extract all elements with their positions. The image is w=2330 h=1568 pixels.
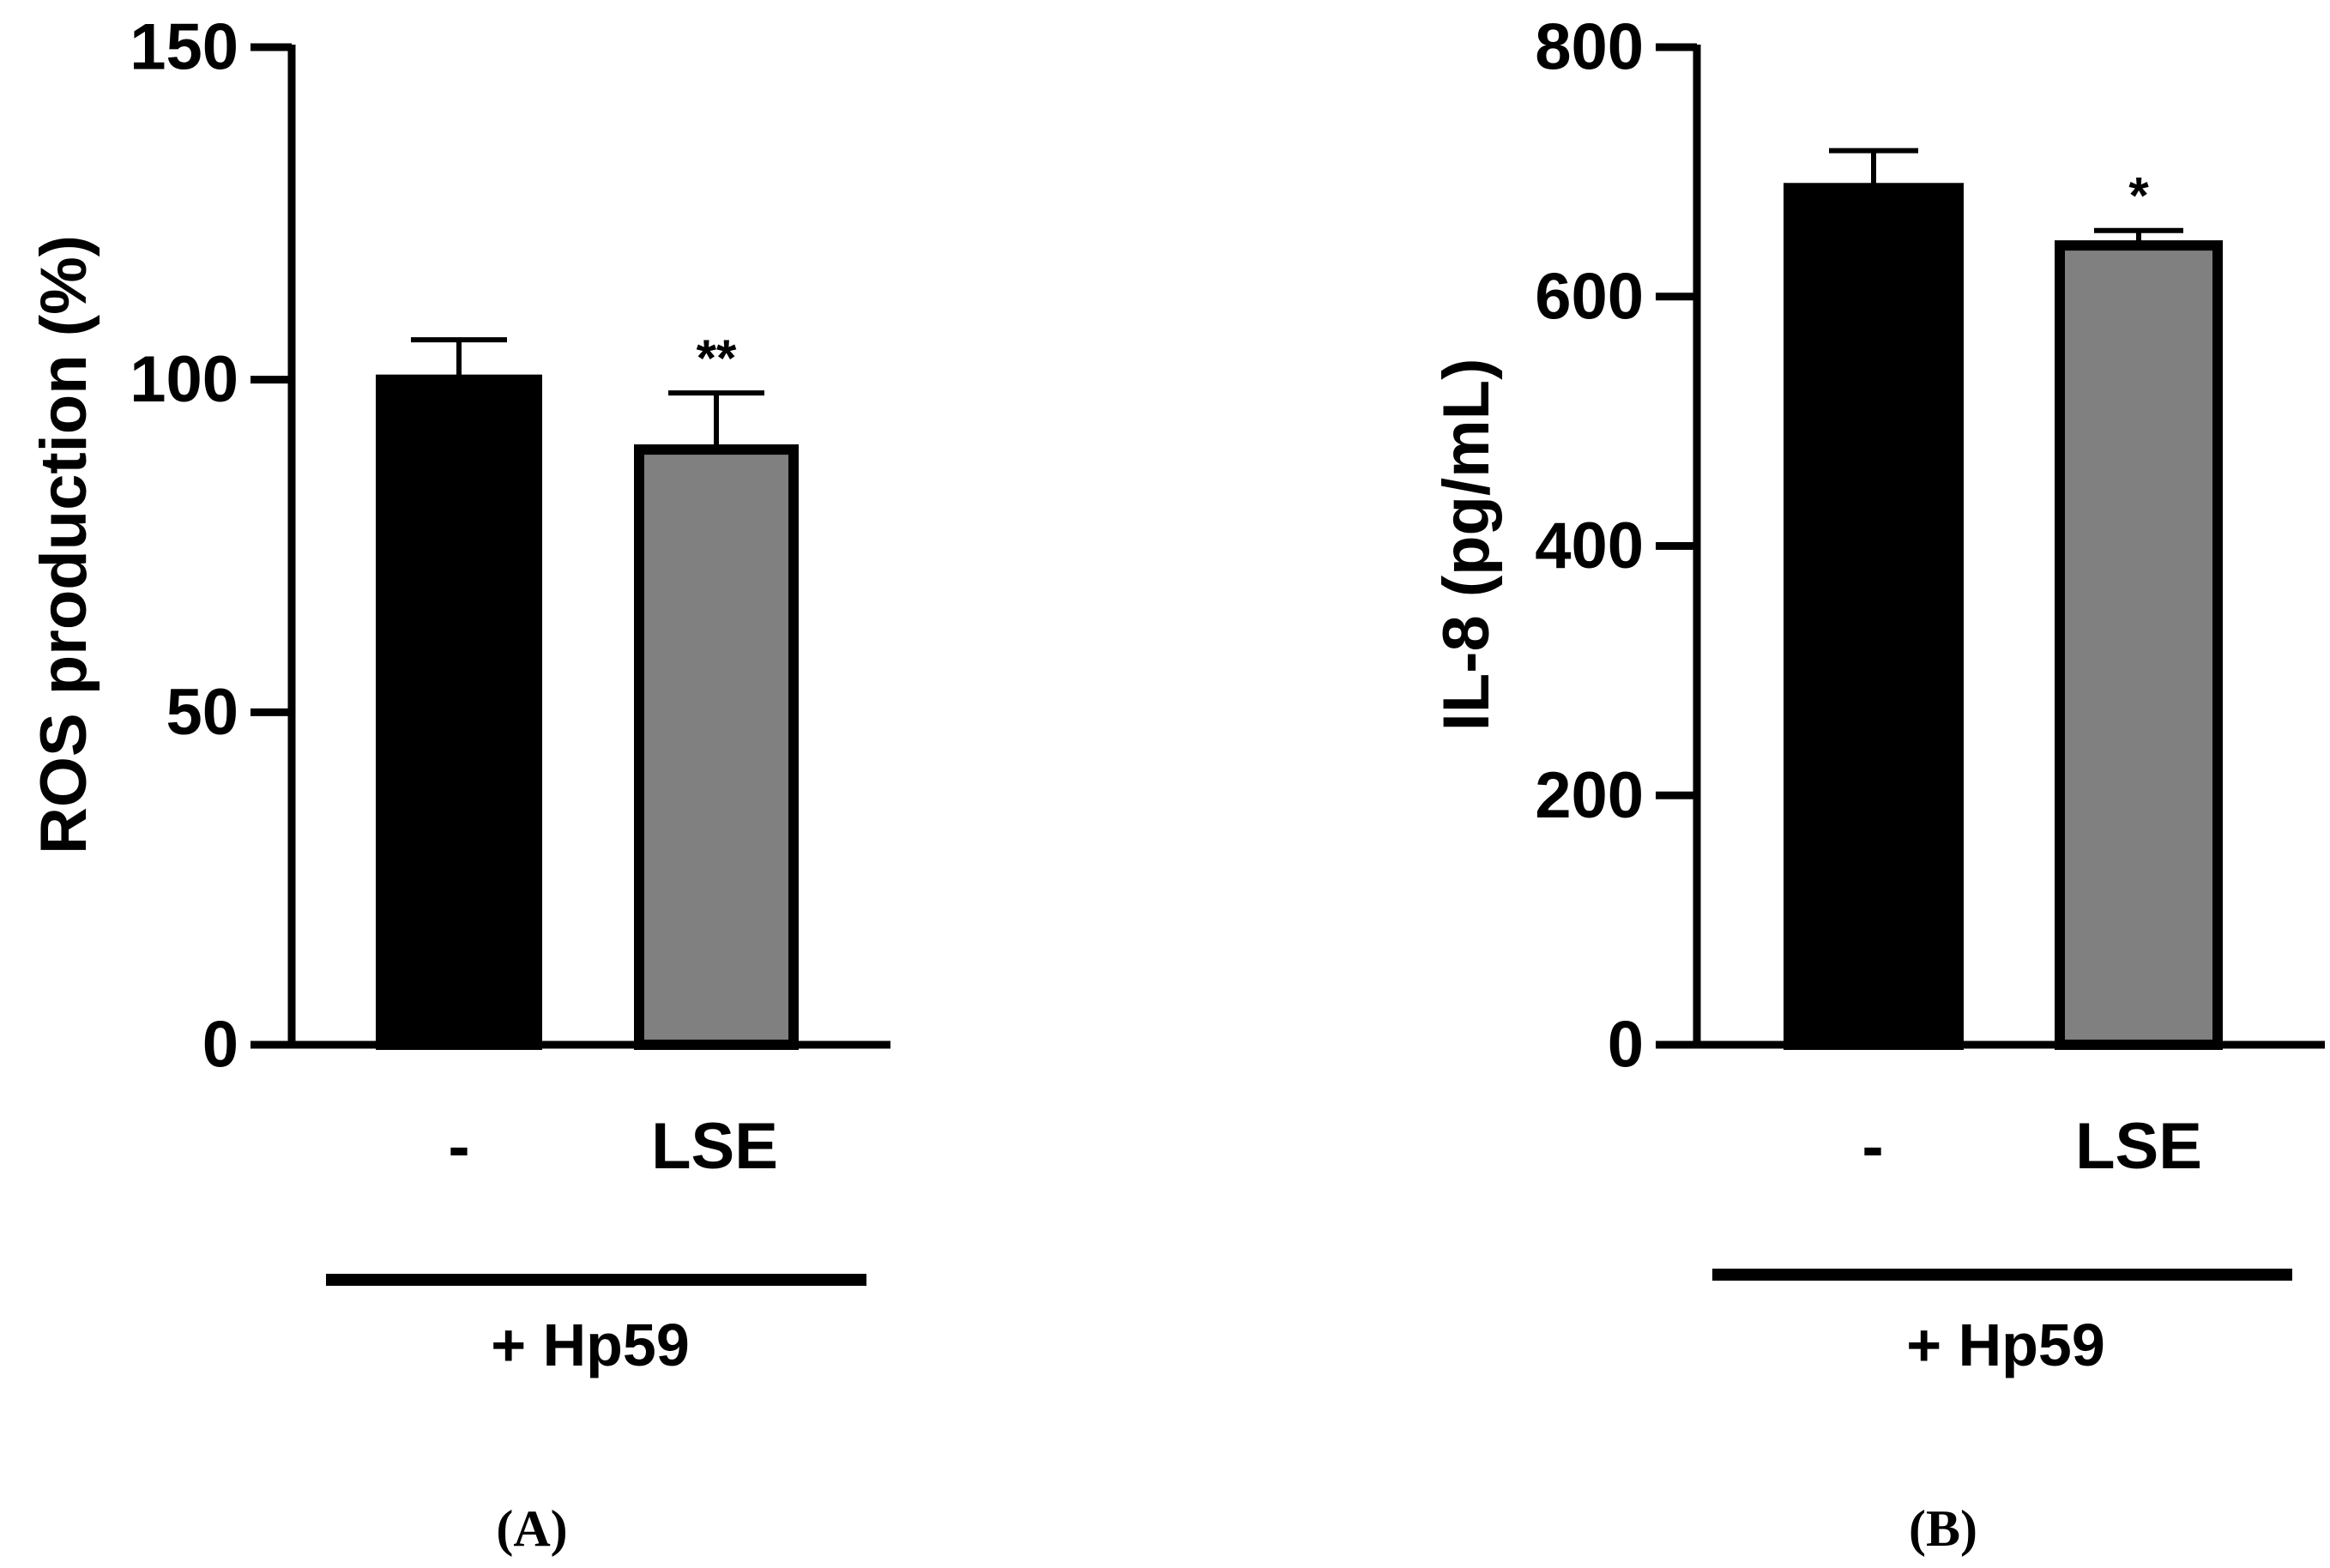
panel-a-error-bar-lse <box>668 390 764 450</box>
panel-b-group-label: + Hp59 <box>1906 1312 2105 1378</box>
panel-b-bar-lse <box>2055 240 2223 1050</box>
panel-b-error-bar-control <box>1829 148 1918 189</box>
panel-b-ytick-label: 400 <box>1535 510 1644 582</box>
panel-b-ytick-label: 0 <box>1608 1009 1644 1082</box>
panel-b-bar-control <box>1784 183 1964 1050</box>
panel-b-category-control: - <box>1862 1110 1883 1183</box>
panel-b-error-bar-lse <box>2094 227 2183 246</box>
panel-b-significance-lse: * <box>2128 167 2149 225</box>
panel-a-error-bar-control <box>411 337 507 380</box>
panel-a-bar-control <box>376 374 542 1050</box>
panel-a-ytick-label: 100 <box>130 343 238 416</box>
panel-a-y-axis-title: ROS production (%) <box>27 235 100 854</box>
panel-b-ytick-label: 600 <box>1535 260 1644 333</box>
panel-a-category-control: - <box>448 1110 469 1183</box>
panel-a-category-lse: LSE <box>651 1110 778 1183</box>
panel-b-label: (B) <box>1909 1500 1977 1557</box>
panel-a: 0 50 100 150 ROS production (%) ** - LSE… <box>27 11 890 1557</box>
panel-a-label: (A) <box>496 1500 567 1557</box>
panel-a-ytick-label: 150 <box>130 11 238 84</box>
panel-b-ytick-label: 200 <box>1535 759 1644 832</box>
panel-a-group-label: + Hp59 <box>491 1312 690 1378</box>
panel-b: 0 200 400 600 800 IL-8 (pg/mL) * - LSE +… <box>1430 11 2325 1557</box>
panel-a-ytick-label: 50 <box>166 676 238 749</box>
panel-a-bar-lse <box>634 444 799 1050</box>
panel-a-significance-lse: ** <box>697 329 737 387</box>
panel-a-ytick-label: 0 <box>202 1009 238 1082</box>
panel-b-ytick-label: 800 <box>1535 11 1644 84</box>
panel-b-y-axis-title: IL-8 (pg/mL) <box>1430 359 1503 732</box>
panel-b-category-lse: LSE <box>2075 1110 2202 1183</box>
